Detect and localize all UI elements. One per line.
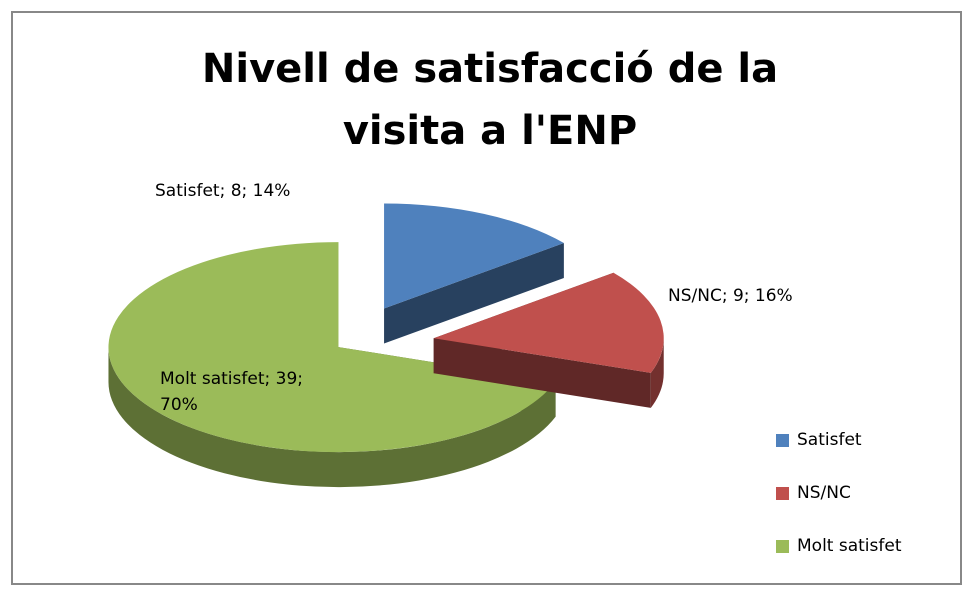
slice-face [384, 243, 564, 344]
chart-title: Nivell de satisfacció de la visita a l'E… [201, 46, 779, 154]
legend-swatch [776, 433, 789, 447]
slice-side [108, 347, 556, 488]
legend-item: Molt satisfet [776, 536, 902, 556]
slice [108, 242, 556, 453]
legend-swatch [776, 539, 789, 553]
data-label: Satisfet; 8; 14% [155, 181, 291, 201]
legend-item: NS/NC [776, 483, 851, 503]
slice [384, 203, 564, 309]
legend-label: Molt satisfet [797, 536, 902, 556]
slice-face [433, 338, 651, 408]
data-label: NS/NC; 9; 16% [668, 286, 793, 306]
slice [433, 272, 664, 373]
legend-item: Satisfet [776, 430, 862, 450]
legend-label: Satisfet [797, 430, 862, 450]
data-label: Molt satisfet; 39; 70% [160, 369, 303, 415]
legend-swatch [776, 486, 789, 500]
legend-label: NS/NC [797, 483, 851, 503]
slice-side [650, 338, 664, 408]
